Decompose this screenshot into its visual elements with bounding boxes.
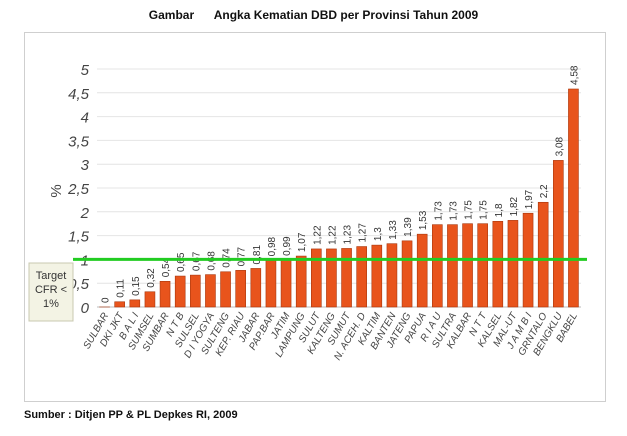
bar bbox=[386, 243, 398, 308]
bar bbox=[341, 248, 352, 308]
source-note: Sumber : Ditjen PP & PL Depkes RI, 2009 bbox=[24, 409, 238, 421]
target-label-line-1: Target bbox=[36, 270, 67, 282]
value-label: 1,3 bbox=[373, 227, 384, 241]
value-label: 1,8 bbox=[494, 203, 505, 217]
bar-chart: 00,511,522,533,544,55 00,110,150,320,540… bbox=[28, 62, 587, 362]
bar bbox=[477, 223, 488, 308]
value-labels-layer: 00,110,150,320,540,650,670,680,740,770,8… bbox=[101, 65, 581, 303]
bar bbox=[159, 280, 171, 308]
y-tick-label: 3,5 bbox=[68, 133, 90, 150]
value-label: 0,32 bbox=[146, 268, 157, 288]
value-label: 1,75 bbox=[479, 200, 490, 220]
bar bbox=[568, 88, 579, 308]
value-label: 0,74 bbox=[222, 248, 233, 268]
bar bbox=[129, 299, 141, 308]
value-label: 1,82 bbox=[509, 196, 520, 216]
target-box bbox=[28, 262, 74, 322]
y-tick-label: 3 bbox=[81, 157, 90, 174]
value-label: 1,33 bbox=[388, 220, 399, 240]
bar bbox=[356, 246, 367, 308]
bar bbox=[114, 301, 125, 308]
value-label: 0,81 bbox=[252, 245, 263, 265]
target-callout: Target CFR < 1% bbox=[28, 262, 74, 322]
bar bbox=[507, 220, 519, 308]
y-tick-label: 5 bbox=[81, 62, 90, 79]
bar bbox=[205, 274, 216, 308]
bar bbox=[265, 260, 277, 308]
value-label: 0,67 bbox=[191, 251, 202, 271]
bar bbox=[371, 244, 383, 308]
value-label: 1,97 bbox=[524, 189, 535, 209]
bar bbox=[447, 224, 458, 308]
bar bbox=[326, 248, 337, 308]
y-tick-label: 0,5 bbox=[68, 276, 90, 293]
bar bbox=[432, 224, 443, 308]
bar bbox=[311, 248, 322, 308]
value-label: 3,08 bbox=[554, 136, 565, 156]
value-label: 0,54 bbox=[161, 257, 172, 277]
value-label: 0,65 bbox=[176, 252, 187, 272]
bar bbox=[401, 240, 413, 308]
y-tick-label: 4,5 bbox=[68, 86, 90, 103]
y-tick-label: 4 bbox=[81, 110, 89, 127]
bar bbox=[416, 233, 428, 308]
y-axis-label: % bbox=[48, 184, 65, 197]
bar bbox=[553, 160, 564, 308]
bar bbox=[462, 223, 473, 308]
bar bbox=[250, 268, 262, 308]
y-tick-label: 1,5 bbox=[68, 229, 90, 246]
bar bbox=[235, 270, 246, 308]
bar bbox=[190, 274, 201, 308]
value-label: 2,2 bbox=[539, 184, 550, 198]
bar bbox=[144, 291, 156, 308]
figure-title: Gambar Angka Kematian DBD per Provinsi T… bbox=[148, 8, 479, 22]
bar bbox=[220, 271, 231, 308]
bar bbox=[492, 221, 504, 308]
value-label: 1,73 bbox=[433, 201, 444, 221]
bar bbox=[174, 275, 186, 308]
value-label: 0,77 bbox=[237, 246, 248, 266]
value-label: 1,39 bbox=[403, 217, 414, 237]
value-label: 0 bbox=[101, 297, 112, 303]
value-label: 1,75 bbox=[464, 200, 475, 220]
value-label: 1,22 bbox=[312, 225, 323, 245]
value-label: 1,23 bbox=[343, 225, 354, 245]
target-label-line-2: CFR < bbox=[35, 284, 67, 296]
value-label: 1,27 bbox=[358, 223, 369, 243]
value-label: 0,11 bbox=[116, 279, 127, 298]
bar bbox=[280, 259, 292, 308]
target-label-line-3: 1% bbox=[43, 298, 59, 310]
y-tick-label: 0 bbox=[81, 300, 90, 317]
value-label: 4,58 bbox=[569, 65, 580, 85]
value-label: 0,15 bbox=[131, 276, 142, 296]
y-tick-label: 2,5 bbox=[67, 181, 90, 198]
value-label: 1,07 bbox=[297, 232, 308, 252]
value-label: 0,98 bbox=[267, 236, 278, 256]
bar bbox=[295, 255, 307, 308]
y-axis-ticks: 00,511,522,533,544,55 bbox=[67, 62, 90, 317]
bar bbox=[537, 201, 549, 308]
value-label: 1,22 bbox=[327, 225, 338, 245]
value-label: 0,99 bbox=[282, 236, 293, 256]
chart-frame: 00,511,522,533,544,55 00,110,150,320,540… bbox=[24, 32, 606, 402]
value-label: 1,73 bbox=[448, 201, 459, 221]
value-label: 1,53 bbox=[418, 210, 429, 230]
y-tick-label: 2 bbox=[80, 205, 90, 222]
